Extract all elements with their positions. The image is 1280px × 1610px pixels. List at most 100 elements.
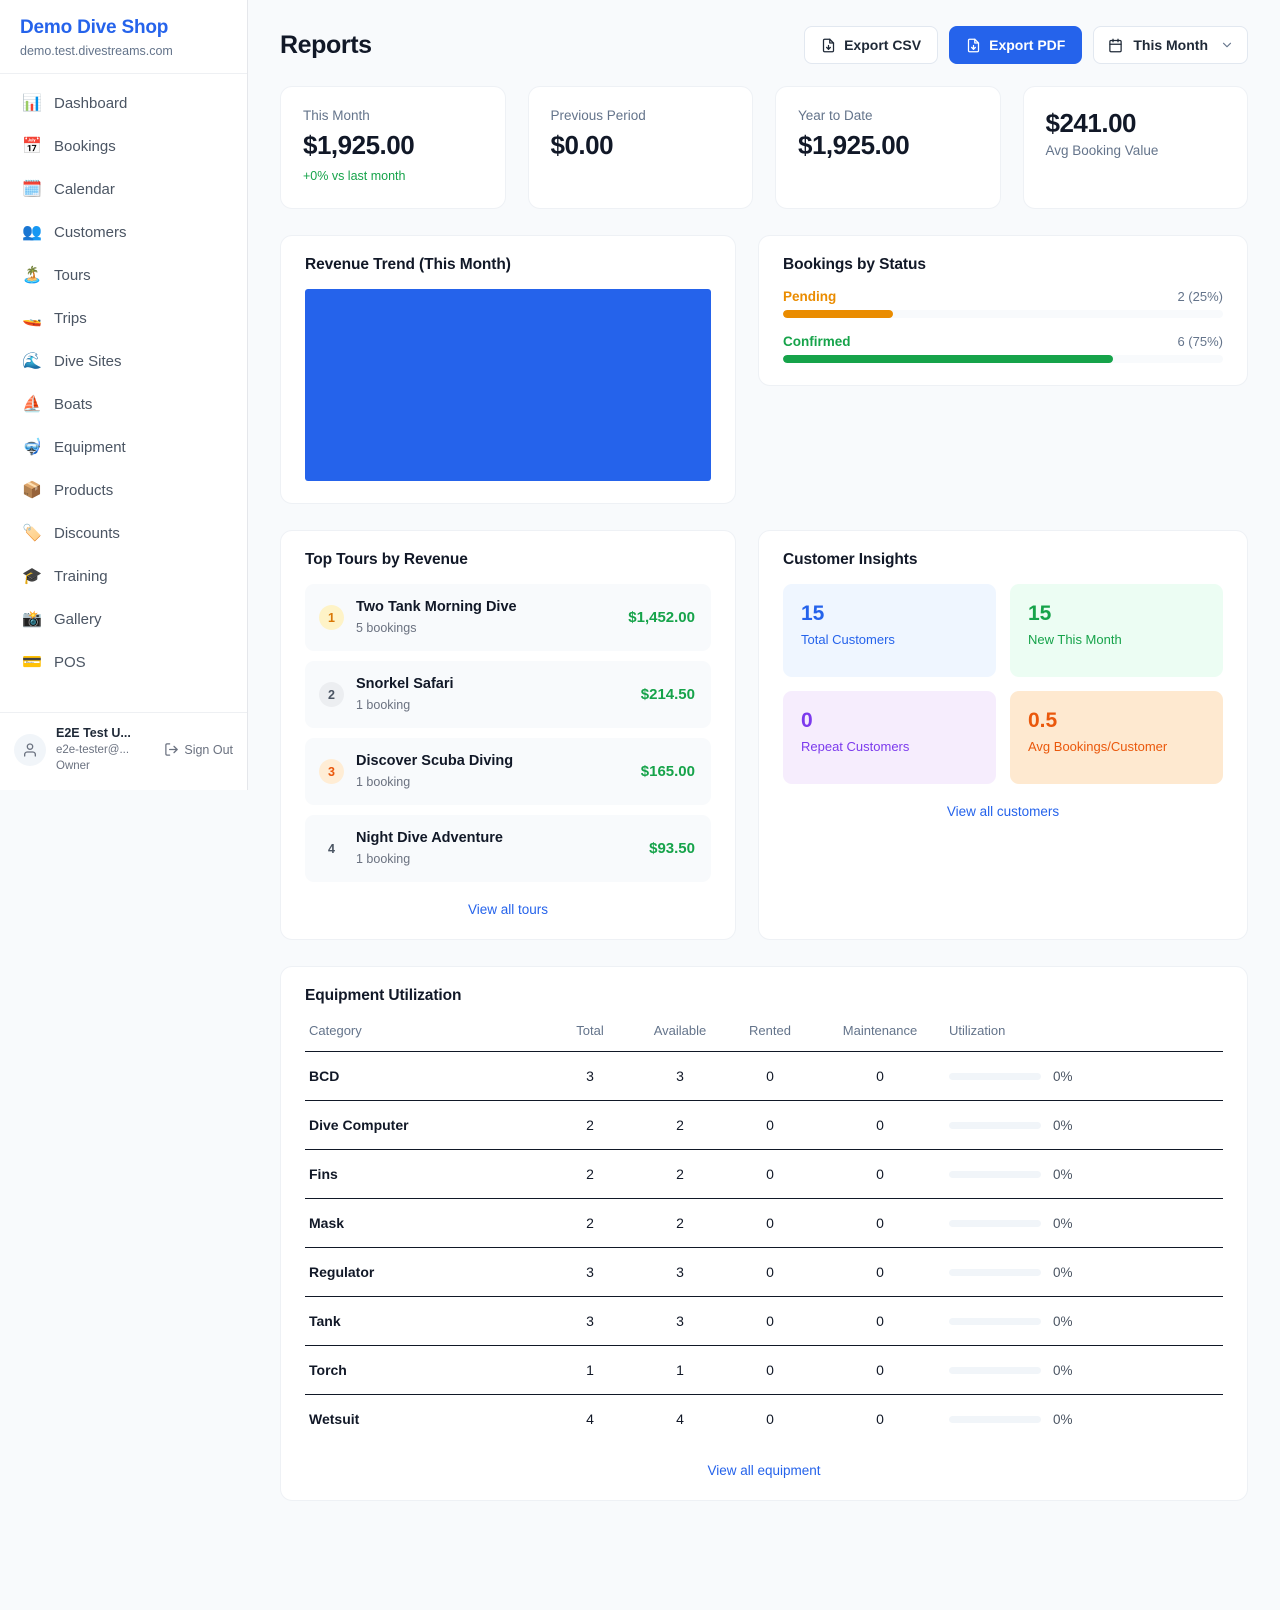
view-all-customers-link[interactable]: View all customers	[946, 804, 1060, 819]
sidebar-item-calendar[interactable]: 🗓️ Calendar	[0, 168, 247, 211]
tour-name: Discover Scuba Diving	[356, 753, 514, 769]
equipment-table-row: BCD 3 3 0 0 0%	[305, 1051, 1223, 1101]
equipment-rented: 0	[766, 1264, 774, 1280]
tour-list-item[interactable]: 4 Night Dive Adventure 1 booking $93.50	[305, 815, 711, 882]
utilization-track	[949, 1072, 1041, 1080]
utilization-wrapper: 0%	[949, 1167, 1219, 1182]
view-all-tours-link[interactable]: View all tours	[467, 902, 549, 917]
chevron-down-icon	[1222, 42, 1232, 48]
kpi-card: Previous Period $0.00	[527, 86, 753, 209]
status-name: Pending	[783, 289, 837, 304]
equipment-maintenance: 0	[876, 1411, 884, 1427]
kpi-value: $241.00	[1045, 108, 1137, 138]
insight-value: 0	[801, 709, 813, 732]
tour-info: Two Tank Morning Dive 5 bookings	[356, 597, 616, 638]
sidebar-item-label: Gallery	[54, 611, 102, 628]
export-csv-button[interactable]: Export CSV	[804, 26, 939, 64]
customer-insights-card: Customer Insights 15 Total Customers 15 New…	[758, 530, 1248, 940]
insights-row: Top Tours by Revenue 1 Two Tank Morning D…	[280, 530, 1248, 940]
tour-bookings-count: 1 booking	[356, 775, 411, 789]
brand-block[interactable]: Demo Dive Shop demo.test.divestreams.com	[0, 0, 247, 74]
sidebar-item-discounts[interactable]: 🏷️ Discounts	[0, 512, 247, 555]
tour-bookings-count: 5 bookings	[356, 621, 417, 635]
kpi-label: Previous Period	[550, 108, 646, 123]
equipment-col-header: Category	[309, 1023, 362, 1038]
sidebar-item-dive-sites[interactable]: 🌊 Dive Sites	[0, 340, 247, 383]
user-meta: E2E Test U... e2e-tester@... Owner	[56, 725, 154, 774]
view-all-equipment-link[interactable]: View all equipment	[707, 1463, 821, 1478]
sidebar-item-pos[interactable]: 💳 POS	[0, 641, 247, 684]
equipment-table-row: Tank 3 3 0 0 0%	[305, 1296, 1223, 1346]
equipment-col-header: Total	[576, 1023, 604, 1038]
wave-icon: 🌊	[22, 352, 42, 370]
sign-out-button[interactable]: Sign Out	[164, 742, 233, 757]
customer-insight-tile: 0.5 Avg Bookings/Customer	[1010, 691, 1223, 784]
sidebar-item-gallery[interactable]: 📸 Gallery	[0, 598, 247, 641]
status-progress-fill	[783, 355, 1113, 363]
top-tours-list: 1 Two Tank Morning Dive 5 bookings $1,452.0…	[305, 584, 711, 882]
utilization-percent: 0%	[1053, 1313, 1073, 1329]
date-range-select[interactable]: This Month	[1093, 26, 1248, 64]
tour-list-item[interactable]: 1 Two Tank Morning Dive 5 bookings $1,452.0…	[305, 584, 711, 651]
sidebar-item-label: Dive Sites	[54, 353, 122, 370]
top-tours-title: Top Tours by Revenue	[305, 551, 468, 568]
utilization-percent: 0%	[1053, 1068, 1073, 1084]
sidebar-item-label: Calendar	[54, 181, 115, 198]
tour-list-item[interactable]: 3 Discover Scuba Diving 1 booking $165.00	[305, 738, 711, 805]
equipment-col-header: Maintenance	[842, 1023, 918, 1038]
equipment-utilization-cell: 0%	[945, 1346, 1223, 1395]
equipment-available: 1	[676, 1362, 684, 1378]
equipment-col-header: Utilization	[949, 1023, 1006, 1038]
brand-title: Demo Dive Shop	[20, 17, 169, 38]
sidebar-item-equipment[interactable]: 🤿 Equipment	[0, 426, 247, 469]
customer-insight-tiles: 15 Total Customers 15 New This Month 0 Repeat…	[783, 584, 1223, 784]
insight-value: 15	[1028, 602, 1052, 625]
equipment-table-row: Dive Computer 2 2 0 0 0%	[305, 1100, 1223, 1150]
tour-list-item[interactable]: 2 Snorkel Safari 1 booking $214.50	[305, 661, 711, 728]
utilization-track	[949, 1121, 1041, 1129]
sidebar-item-customers[interactable]: 👥 Customers	[0, 211, 247, 254]
equipment-table-row: Regulator 3 3 0 0 0%	[305, 1247, 1223, 1297]
charts-row: Revenue Trend (This Month) Bookings by S…	[280, 235, 1248, 504]
avatar	[14, 733, 46, 766]
equipment-category: Wetsuit	[309, 1411, 360, 1427]
diving-mask-icon: 🤿	[22, 438, 42, 456]
equipment-rented: 0	[766, 1068, 774, 1084]
sidebar-item-label: Trips	[54, 310, 87, 327]
sidebar-item-dashboard[interactable]: 📊 Dashboard	[0, 82, 247, 125]
status-count: 2 (25%)	[1177, 289, 1223, 304]
equipment-maintenance: 0	[876, 1215, 884, 1231]
utilization-percent: 0%	[1053, 1215, 1073, 1231]
utilization-percent: 0%	[1053, 1411, 1073, 1427]
equipment-utilization-card: Equipment Utilization Category Total Avail…	[280, 966, 1248, 1501]
speedboat-icon: 🚤	[22, 309, 42, 327]
main-content: Reports Export CSV Export PDF	[248, 0, 1280, 1610]
sidebar-item-trips[interactable]: 🚤 Trips	[0, 297, 247, 340]
sidebar-item-label: Training	[54, 568, 108, 585]
equipment-col-header: Rented	[749, 1023, 791, 1038]
equipment-available: 3	[676, 1264, 684, 1280]
sidebar-item-bookings[interactable]: 📅 Bookings	[0, 125, 247, 168]
equipment-table-body: BCD 3 3 0 0 0% Dive Computer 2 2 0 0 0% Fins 2 2 0 0 0% Ma…	[305, 1051, 1223, 1444]
status-head: Pending 2 (25%)	[783, 289, 1223, 304]
export-pdf-button[interactable]: Export PDF	[949, 26, 1083, 64]
sidebar-item-boats[interactable]: ⛵ Boats	[0, 383, 247, 426]
kpi-label: This Month	[303, 108, 370, 123]
sidebar-item-label: Equipment	[54, 439, 126, 456]
sidebar-item-training[interactable]: 🎓 Training	[0, 555, 247, 598]
equipment-maintenance: 0	[876, 1068, 884, 1084]
tour-bookings-count: 1 booking	[356, 852, 411, 866]
calendar-icon: 🗓️	[22, 180, 42, 198]
sidebar-item-label: POS	[54, 654, 86, 671]
sidebar-item-label: Products	[54, 482, 114, 499]
equipment-total: 4	[586, 1411, 594, 1427]
status-progress-fill	[783, 310, 893, 318]
equipment-maintenance: 0	[876, 1313, 884, 1329]
people-icon: 👥	[22, 223, 42, 241]
utilization-wrapper: 0%	[949, 1265, 1219, 1280]
user-email: e2e-tester@...	[56, 744, 130, 756]
sidebar-item-label: Dashboard	[54, 95, 128, 112]
sidebar-item-products[interactable]: 📦 Products	[0, 469, 247, 512]
sidebar-item-tours[interactable]: 🏝️ Tours	[0, 254, 247, 297]
